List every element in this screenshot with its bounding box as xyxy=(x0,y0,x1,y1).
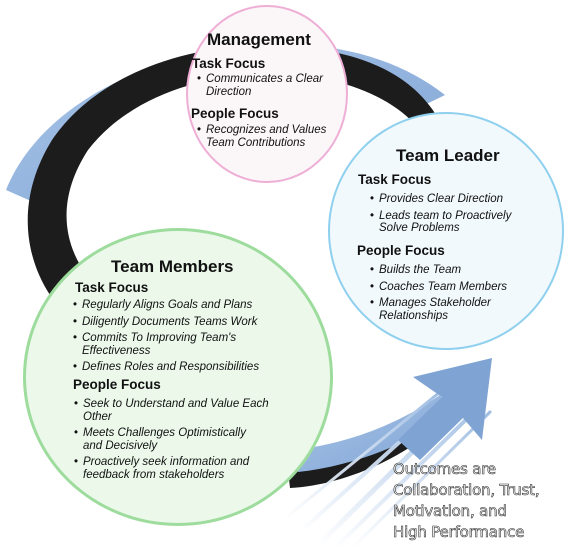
team-leader-people-item: Manages Stakeholder Relationships xyxy=(370,297,530,322)
team-leader-people-item: Builds the Team xyxy=(370,264,530,277)
team-members-task-list: Regularly Aligns Goals and Plans Diligen… xyxy=(73,299,288,378)
team-members-people-item: Seek to Understand and Value Each Other xyxy=(74,398,284,423)
management-people-heading: People Focus xyxy=(191,106,279,121)
team-leader-people-heading: People Focus xyxy=(357,243,445,258)
outcomes-line: Motivation, and xyxy=(393,502,508,521)
team-leader-title: Team Leader xyxy=(396,146,500,165)
management-task-heading: Task Focus xyxy=(192,56,266,71)
team-members-people-item: Proactively seek information and feedbac… xyxy=(74,456,284,481)
management-task-list: Communicates a Clear Direction xyxy=(197,73,337,100)
team-leader-bubble: Team Leader Task Focus Provides Clear Di… xyxy=(328,112,564,350)
outcomes-text: Outcomes are Collaboration, Trust, Motiv… xyxy=(393,459,565,543)
team-members-task-heading: Task Focus xyxy=(75,280,149,295)
outcomes-line: Outcomes are xyxy=(393,460,497,479)
team-leader-people-item: Coaches Team Members xyxy=(370,281,530,294)
management-people-list: Recognizes and Values Team Contributions xyxy=(197,124,347,151)
team-members-task-item: Commits To Improving Team's Effectivenes… xyxy=(73,332,288,357)
dark-swirl-band xyxy=(27,45,439,295)
team-members-task-item: Defines Roles and Responsibilities xyxy=(73,361,288,374)
team-members-people-item: Meets Challenges Optimistically and Deci… xyxy=(74,427,284,452)
team-members-task-item: Diligently Documents Teams Work xyxy=(73,316,288,329)
management-title: Management xyxy=(207,30,311,49)
management-bubble: Management Task Focus Communicates a Cle… xyxy=(186,5,348,183)
team-members-people-list: Seek to Understand and Value Each Other … xyxy=(74,398,284,485)
team-leader-task-item: Leads team to Proactively Solve Problems xyxy=(370,210,530,235)
team-leader-people-list: Builds the Team Coaches Team Members Man… xyxy=(370,264,530,326)
management-task-item: Communicates a Clear Direction xyxy=(197,73,337,99)
team-leader-task-item: Provides Clear Direction xyxy=(370,193,530,206)
team-members-task-item: Regularly Aligns Goals and Plans xyxy=(73,299,288,312)
team-leader-task-list: Provides Clear Direction Leads team to P… xyxy=(370,193,530,239)
outcome-arrowhead xyxy=(398,358,492,460)
outcomes-line: Collaboration, Trust, xyxy=(393,481,540,500)
team-leader-task-heading: Task Focus xyxy=(358,172,432,187)
team-members-people-heading: People Focus xyxy=(73,377,161,392)
management-people-item: Recognizes and Values Team Contributions xyxy=(197,124,347,150)
team-members-title: Team Members xyxy=(111,257,234,276)
team-members-bubble: Team Members Task Focus Regularly Aligns… xyxy=(23,228,333,526)
outcomes-line: High Performance xyxy=(393,523,525,542)
